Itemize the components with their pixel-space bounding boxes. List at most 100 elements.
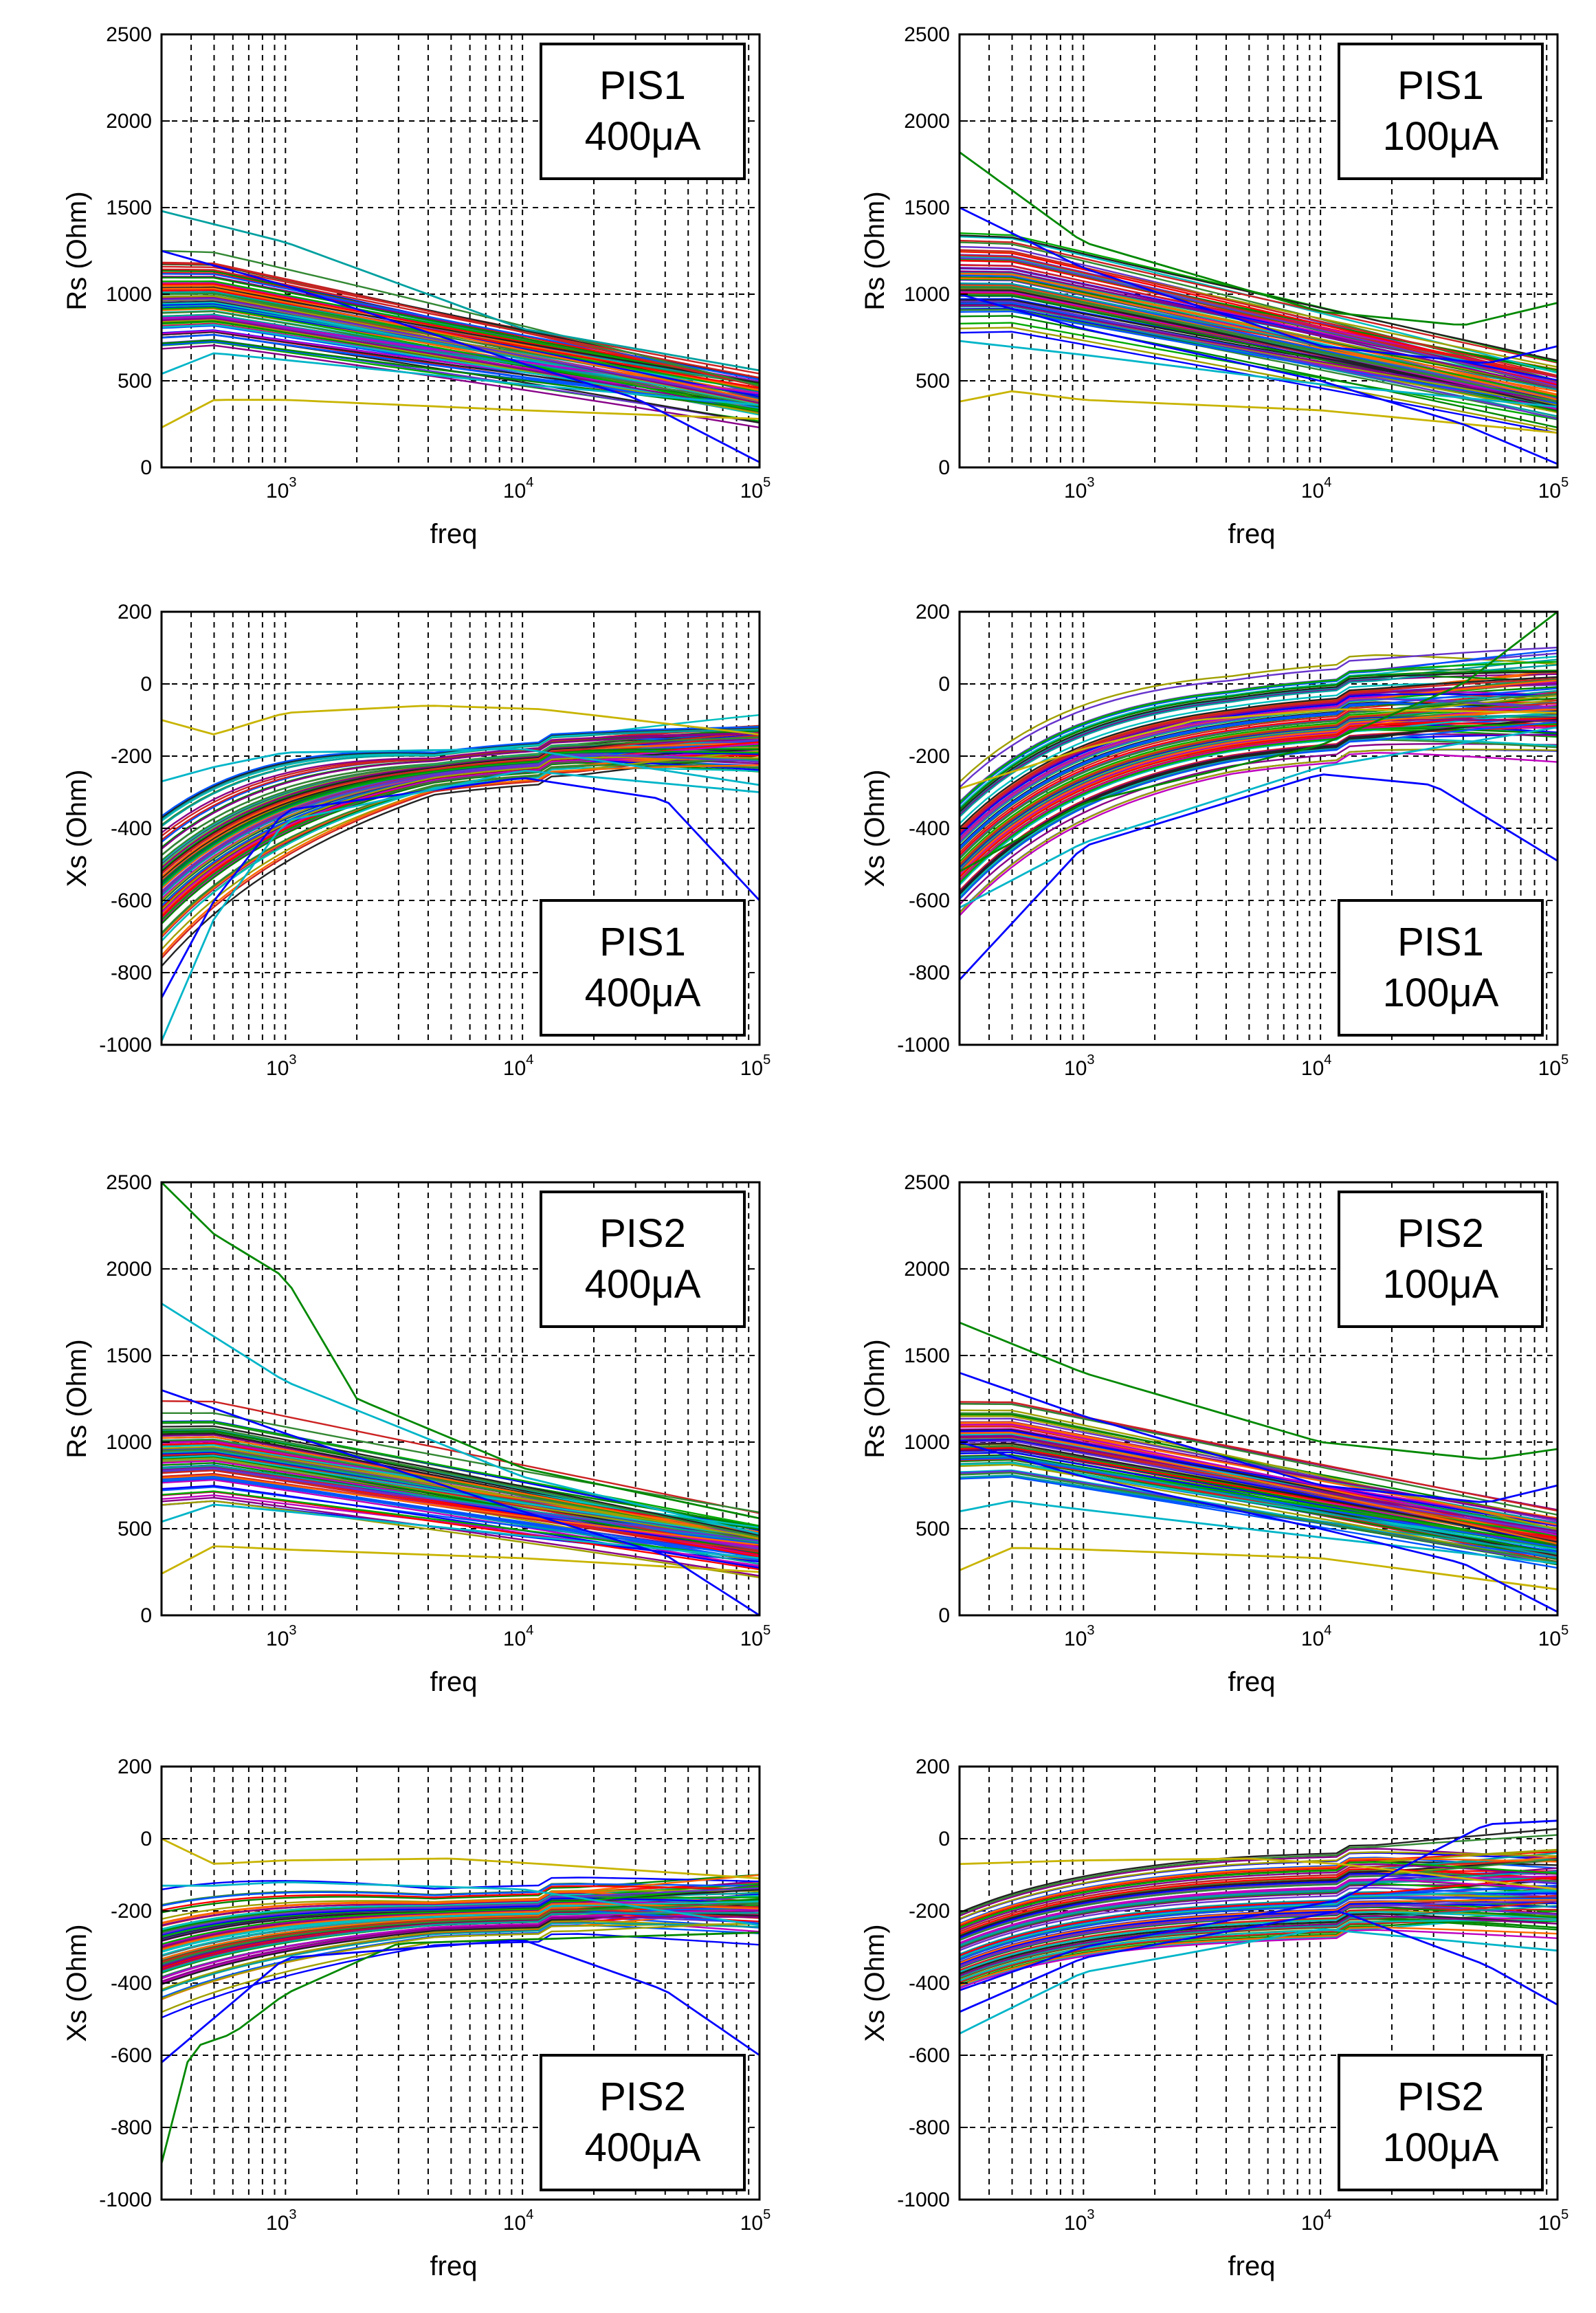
series-line [960,1432,1558,1545]
x-tick-label: 104 [503,2207,534,2235]
series-line [960,687,1558,850]
series-line [960,257,1558,388]
annotation-current: 400μA [584,1262,701,1307]
y-tick-label: 2000 [106,1258,152,1281]
y-tick-label: -800 [111,962,152,984]
series-line [960,646,1558,788]
series-line [162,1874,760,1914]
x-tick-label: 103 [1064,475,1095,502]
series-line [960,751,1558,916]
y-tick-label: 1000 [106,283,152,306]
series-line [162,1903,760,1951]
y-tick-label: 2000 [904,1258,950,1281]
series-line [960,1876,1558,1957]
x-tick-label: 105 [1538,1623,1569,1650]
series-line [960,1910,1558,1972]
series-line-outlier [162,1303,760,1535]
chart-svg-p4: -1000 -800 -600 -400 -200 0 200 103 104 105 Xs (Oh… [860,601,1569,1080]
series-line-outlier [960,708,1558,790]
series-line [960,272,1558,395]
annotation-box: PIS2 100μA [1338,1191,1544,1328]
series-line-outlier [162,748,760,786]
plot-frame [160,33,761,469]
y-tick-label: -1000 [897,1034,950,1056]
y-tick-label: -800 [909,962,950,984]
series-line [960,1463,1558,1564]
x-axis: 103 104 105 [266,1052,771,1080]
series-line [960,1908,1558,1971]
annotation-box: PIS2 100μA [1338,2054,1544,2191]
y-axis-label: Xs (Ohm) [860,1924,890,2041]
annotation-current: 100μA [1382,971,1499,1015]
x-tick-label: 104 [503,475,534,502]
series-line [162,1485,760,1569]
y-tick-label: 1500 [904,1344,950,1367]
series-line [162,339,760,411]
y-tick-label: -400 [111,817,152,840]
series-line-outlier [162,705,760,735]
series-group [960,1819,1558,2035]
annotation-current: 100μA [1382,2125,1499,2170]
series-line [162,751,760,887]
plot-frame [958,1181,1559,1617]
y-tick-label: 2000 [106,110,152,133]
series-line [960,1828,1558,1914]
series-line [960,1421,1558,1526]
series-line-outlier [162,352,760,406]
series-line [960,1890,1558,1959]
y-tick-label: -600 [909,889,950,912]
series-line [162,1425,760,1537]
series-line [162,738,760,869]
y-axis: 0 500 1000 1500 2000 2500 [904,23,968,479]
series-line [960,661,1558,804]
series-line [162,289,760,389]
series-line [960,1926,1558,1986]
x-axis-label: freq [430,2251,478,2281]
x-axis: 103 104 105 [266,475,771,502]
series-line-outlier [960,1819,1558,1991]
series-line [960,315,1558,429]
chart-panel-p1: 0 500 1000 1500 2000 2500 103 104 105 Rs (Ohm) fre… [0,0,798,571]
y-tick-label: -1000 [897,2189,950,2211]
series-line [162,732,760,850]
series-line [162,1901,760,1956]
x-tick-label: 105 [740,2207,771,2235]
series-line [960,310,1558,406]
y-axis-label: Xs (Ohm) [62,1924,92,2041]
y-axis-label: Rs (Ohm) [860,191,890,310]
y-tick-label: 0 [938,673,950,696]
series-line-outlier [960,1857,1558,1890]
series-group [162,1837,760,2164]
y-tick-label: 2000 [904,110,950,133]
series-line [162,732,760,834]
x-axis: 103 104 105 [1064,2207,1569,2235]
x-axis-label: freq [430,1667,478,1697]
series-line [162,1912,760,1973]
series-line-outlier [960,612,1558,873]
y-tick-label: -200 [909,1900,950,1923]
series-line [162,1887,760,1935]
series-line [162,1916,760,1982]
series-line [960,669,1558,810]
y-tick-label: 500 [118,1518,152,1540]
y-tick-label: 0 [938,456,950,479]
series-line-outlier [960,1321,1558,1460]
x-tick-label: 104 [503,1623,534,1650]
x-tick-label: 103 [1064,1052,1095,1080]
annotation-device: PIS1 [1397,63,1484,108]
series-group [162,210,760,463]
y-tick-label: 200 [916,1756,950,1778]
chart-panel-p4: -1000 -800 -600 -400 -200 0 200 103 104 105 Xs (Oh… [798,577,1596,1148]
series-line-outlier [162,1939,760,2063]
y-tick-label: -800 [909,2116,950,2139]
series-line-outlier [162,1837,760,1880]
x-tick-label: 103 [1064,2207,1095,2235]
chart-svg-p8: -1000 -800 -600 -400 -200 0 200 103 104 105 Xs (Oh… [860,1756,1569,2281]
series-line [162,1920,760,1991]
y-tick-label: -200 [111,745,152,768]
annotation-device: PIS1 [599,63,686,108]
series-line [960,694,1558,865]
x-tick-label: 105 [1538,2207,1569,2235]
series-group [162,1182,760,1615]
chart-svg-p3: -1000 -800 -600 -400 -200 0 200 103 104 105 Xs (Oh… [62,601,771,1080]
